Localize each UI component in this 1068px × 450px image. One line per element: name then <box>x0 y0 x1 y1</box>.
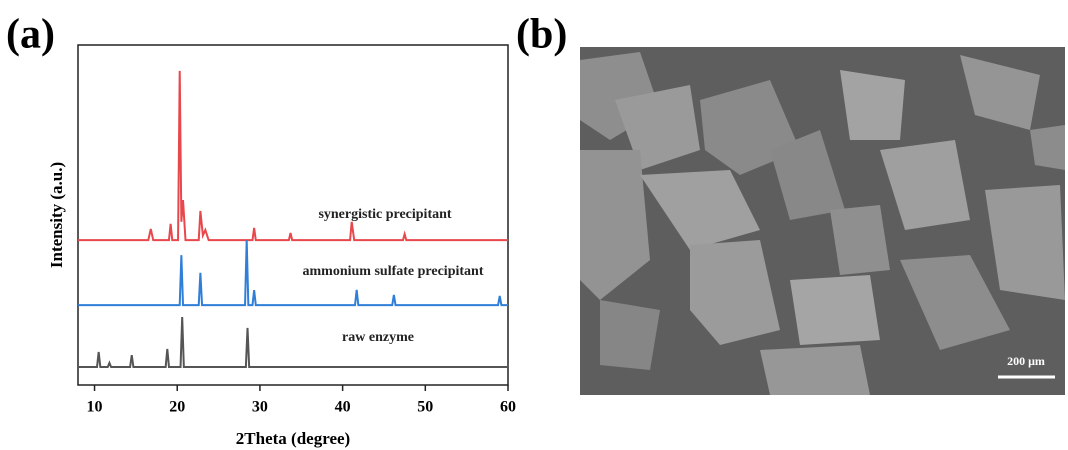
series-label: raw enzyme <box>342 330 414 345</box>
series-label: ammonium sulfate precipitant <box>303 264 484 279</box>
particle <box>790 275 880 345</box>
series-line <box>78 317 508 367</box>
x-tick-label: 10 <box>87 399 103 416</box>
particle <box>1030 125 1065 170</box>
particle <box>830 205 890 275</box>
x-tick-label: 30 <box>252 399 268 416</box>
panel-label: (b) <box>516 12 567 58</box>
sem-image <box>580 47 1065 395</box>
scale-bar-label: 200 μm <box>1007 354 1045 368</box>
particle <box>840 70 905 140</box>
x-tick-label: 60 <box>500 399 516 416</box>
panel-label: (a) <box>6 12 55 58</box>
series-label: synergistic precipitant <box>318 207 451 222</box>
particle <box>760 345 870 395</box>
x-tick-label: 40 <box>335 399 351 416</box>
x-tick-label: 20 <box>169 399 185 416</box>
y-axis-label: Intensity (a.u.) <box>47 162 66 268</box>
particle <box>600 300 660 370</box>
figure: (a) (b) 2Theta (degree) Intensity (a.u.)… <box>0 0 1068 450</box>
x-axis-label: 2Theta (degree) <box>236 429 350 448</box>
x-tick-label: 50 <box>417 399 433 416</box>
